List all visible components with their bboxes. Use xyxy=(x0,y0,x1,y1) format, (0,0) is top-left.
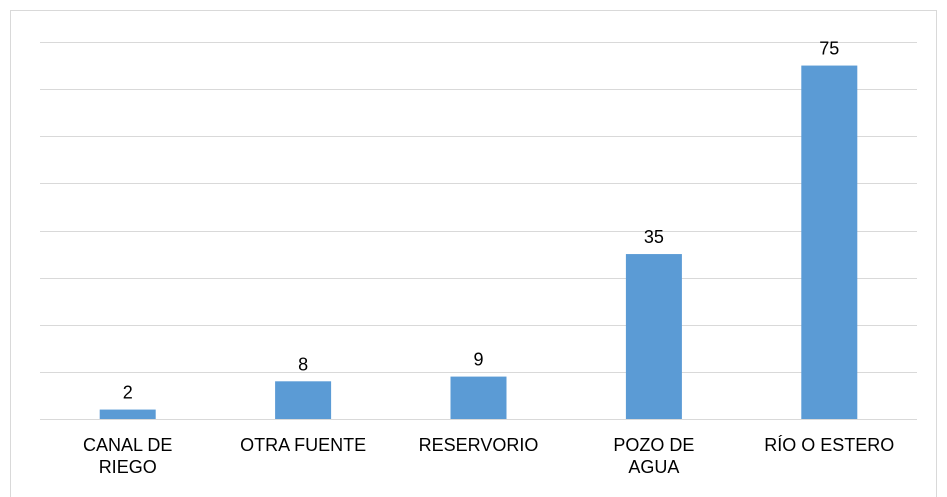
data-label: 9 xyxy=(473,350,483,370)
bar xyxy=(99,409,156,419)
bar xyxy=(275,381,332,419)
chart-border xyxy=(10,10,937,497)
data-label: 75 xyxy=(819,39,839,59)
data-label: 8 xyxy=(298,354,308,374)
bar xyxy=(801,65,858,419)
x-tick-label: CANAL DE RIEGO xyxy=(83,435,173,477)
x-tick-label: POZO DE AGUA xyxy=(613,435,695,477)
bar xyxy=(450,376,507,419)
x-tick-label: RÍO O ESTERO xyxy=(764,435,895,455)
x-tick-label: RESERVORIO xyxy=(418,435,539,455)
data-label: 2 xyxy=(123,383,133,403)
x-tick-label: OTRA FUENTE xyxy=(240,435,367,455)
bar xyxy=(625,254,682,419)
data-label: 35 xyxy=(644,227,664,247)
